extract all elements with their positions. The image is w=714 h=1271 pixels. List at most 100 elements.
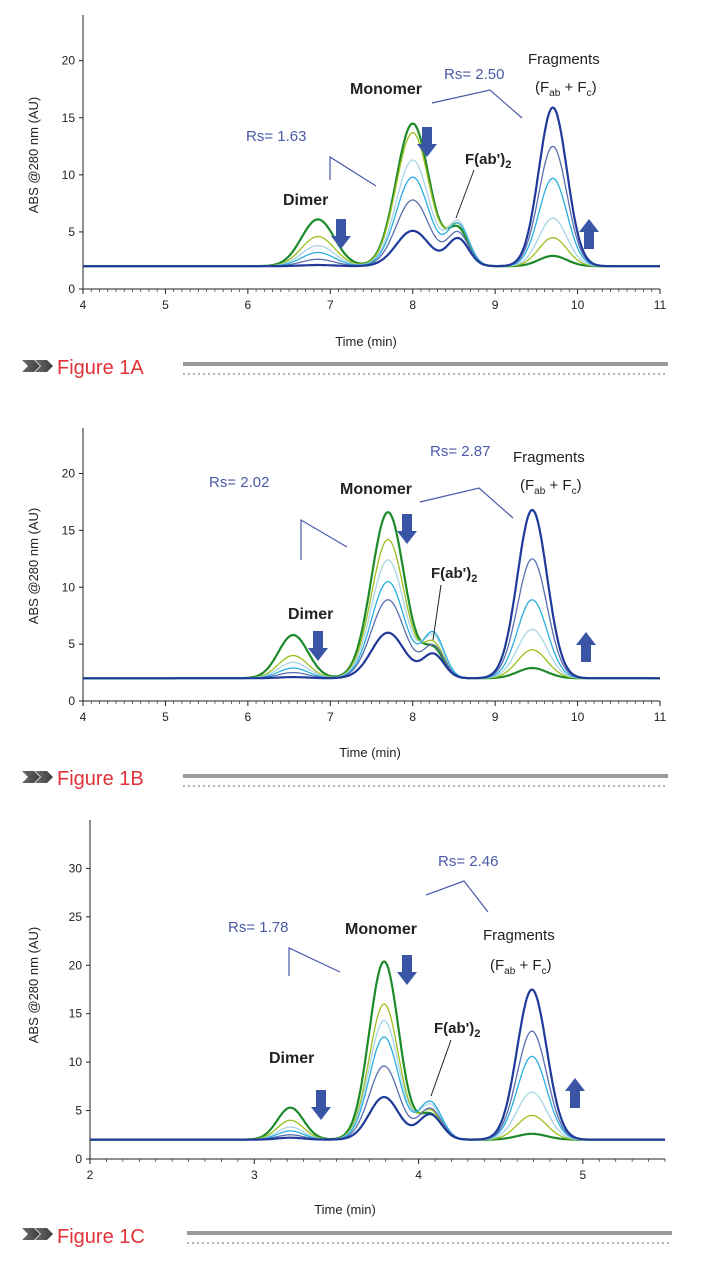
arrow-down-icon (331, 219, 351, 249)
chevron-double-icon (22, 1228, 53, 1240)
series-line-3 (90, 1019, 665, 1141)
arrow-down-icon (417, 127, 437, 157)
chart-1b: 4 5 6 7 8 9 10 11 0 5 10 15 20 (62, 428, 667, 724)
x-tick-label: 11 (654, 298, 667, 312)
fab2-leader-line (432, 584, 442, 641)
y-tick-label: 15 (62, 111, 76, 125)
y-tick-label: 0 (68, 694, 75, 708)
label-fab2: F(ab')2 (431, 565, 477, 585)
y-axis-title: ABS @280 nm (AU) (26, 927, 41, 1044)
series-line-6 (90, 988, 665, 1141)
fab-subscript: ab (504, 966, 516, 977)
fab2-text: F(ab') (431, 565, 471, 582)
rs-right-bracket (425, 880, 489, 913)
fab-close: ) (577, 477, 582, 494)
label-rs-left: Rs= 1.63 (246, 128, 306, 145)
y-tick-label: 15 (62, 523, 76, 537)
fab2-leader-line (455, 169, 475, 219)
label-monomer: Monomer (340, 481, 412, 498)
rs-left-bracket (329, 155, 377, 187)
label-fab-fc: (Fab + Fc) (520, 477, 582, 497)
arrow-up-icon (579, 219, 599, 249)
x-tick-label: 6 (245, 710, 252, 724)
x-tick-label: 10 (571, 298, 585, 312)
panel-1c: 2 3 4 5 0 5 10 15 20 25 30 ABS @280 nm (AU) Time (… (22, 820, 672, 1248)
fab-open: (F (520, 477, 534, 494)
series-line-1 (83, 122, 660, 268)
y-tick-label: 15 (69, 1007, 83, 1021)
y-axis-title: ABS @280 nm (AU) (26, 508, 41, 625)
x-axis-title: Time (min) (335, 334, 397, 349)
x-axis-title: Time (min) (339, 745, 401, 760)
y-tick-label: 5 (68, 637, 75, 651)
label-fragments: Fragments (528, 51, 600, 68)
fab2-text: F(ab') (434, 1020, 474, 1037)
label-fab2: F(ab')2 (465, 151, 511, 171)
label-fab-fc: (Fab + Fc) (535, 79, 597, 99)
fab-plus: + F (515, 957, 541, 974)
series-line-4 (83, 176, 660, 267)
y-tick-label: 20 (62, 54, 76, 68)
y-tick-label: 10 (62, 580, 76, 594)
fab-close: ) (592, 79, 597, 96)
y-tick-label: 20 (69, 958, 83, 972)
fab2-subscript: 2 (474, 1028, 480, 1040)
arrow-up-icon (565, 1078, 585, 1108)
chart-1a: 4 5 6 7 8 9 10 11 0 5 10 15 20 (62, 15, 667, 312)
label-fragments: Fragments (483, 927, 555, 944)
y-tick-label: 30 (69, 861, 83, 875)
fab-subscript: ab (534, 486, 546, 497)
label-fab2: F(ab')2 (434, 1020, 480, 1040)
label-fragments: Fragments (513, 449, 585, 466)
label-monomer: Monomer (350, 81, 422, 98)
label-rs-right: Rs= 2.46 (438, 853, 498, 870)
fc-subscript: c (572, 486, 577, 497)
label-rs-left: Rs= 2.02 (209, 474, 269, 491)
y-tick-label: 20 (62, 467, 76, 481)
x-tick-label: 8 (409, 710, 416, 724)
fab2-text: F(ab') (465, 151, 505, 168)
fab-open: (F (490, 957, 504, 974)
x-tick-label: 11 (654, 710, 667, 724)
fab2-subscript: 2 (471, 573, 477, 585)
label-rs-left: Rs= 1.78 (228, 919, 288, 936)
label-monomer: Monomer (345, 921, 417, 938)
x-tick-label: 9 (492, 710, 499, 724)
label-rs-right: Rs= 2.87 (430, 443, 490, 460)
x-tick-label: 4 (80, 298, 87, 312)
rs-left-bracket (288, 947, 341, 976)
rs-left-bracket (300, 518, 348, 560)
x-tick-label: 2 (87, 1168, 94, 1182)
figure-label: Figure 1C (57, 1226, 145, 1248)
y-tick-label: 0 (75, 1152, 82, 1166)
panel-1a: 4 5 6 7 8 9 10 11 0 5 10 15 20 ABS @280 nm (AU) Time… (22, 15, 668, 379)
series-line-6 (83, 508, 660, 680)
x-tick-label: 9 (492, 298, 499, 312)
series-line-2 (83, 131, 660, 267)
arrow-up-icon (576, 632, 596, 662)
x-tick-label: 4 (80, 710, 87, 724)
arrow-down-icon (308, 631, 328, 661)
arrow-down-icon (397, 514, 417, 544)
fab-close: ) (547, 957, 552, 974)
x-tick-label: 4 (415, 1168, 422, 1182)
figure-label: Figure 1A (57, 357, 144, 379)
arrow-down-icon (397, 955, 417, 985)
fab-plus: + F (545, 477, 571, 494)
x-tick-label: 7 (327, 298, 334, 312)
fab2-subscript: 2 (505, 159, 511, 171)
y-tick-label: 10 (62, 168, 76, 182)
chart-1c: 2 3 4 5 0 5 10 15 20 25 30 (69, 820, 666, 1182)
series-line-1 (90, 960, 665, 1141)
chevron-double-icon (22, 360, 53, 372)
y-axis-title: ABS @280 nm (AU) (26, 97, 41, 214)
figure-label: Figure 1B (57, 768, 144, 790)
series-line-6 (83, 106, 660, 268)
x-tick-label: 5 (162, 710, 169, 724)
panel-1b: 4 5 6 7 8 9 10 11 0 5 10 15 20 ABS @280 nm (AU) Time… (22, 428, 668, 790)
y-tick-label: 5 (68, 225, 75, 239)
rs-right-bracket (431, 89, 523, 119)
arrow-down-icon (311, 1090, 331, 1120)
fab-subscript: ab (549, 88, 561, 99)
